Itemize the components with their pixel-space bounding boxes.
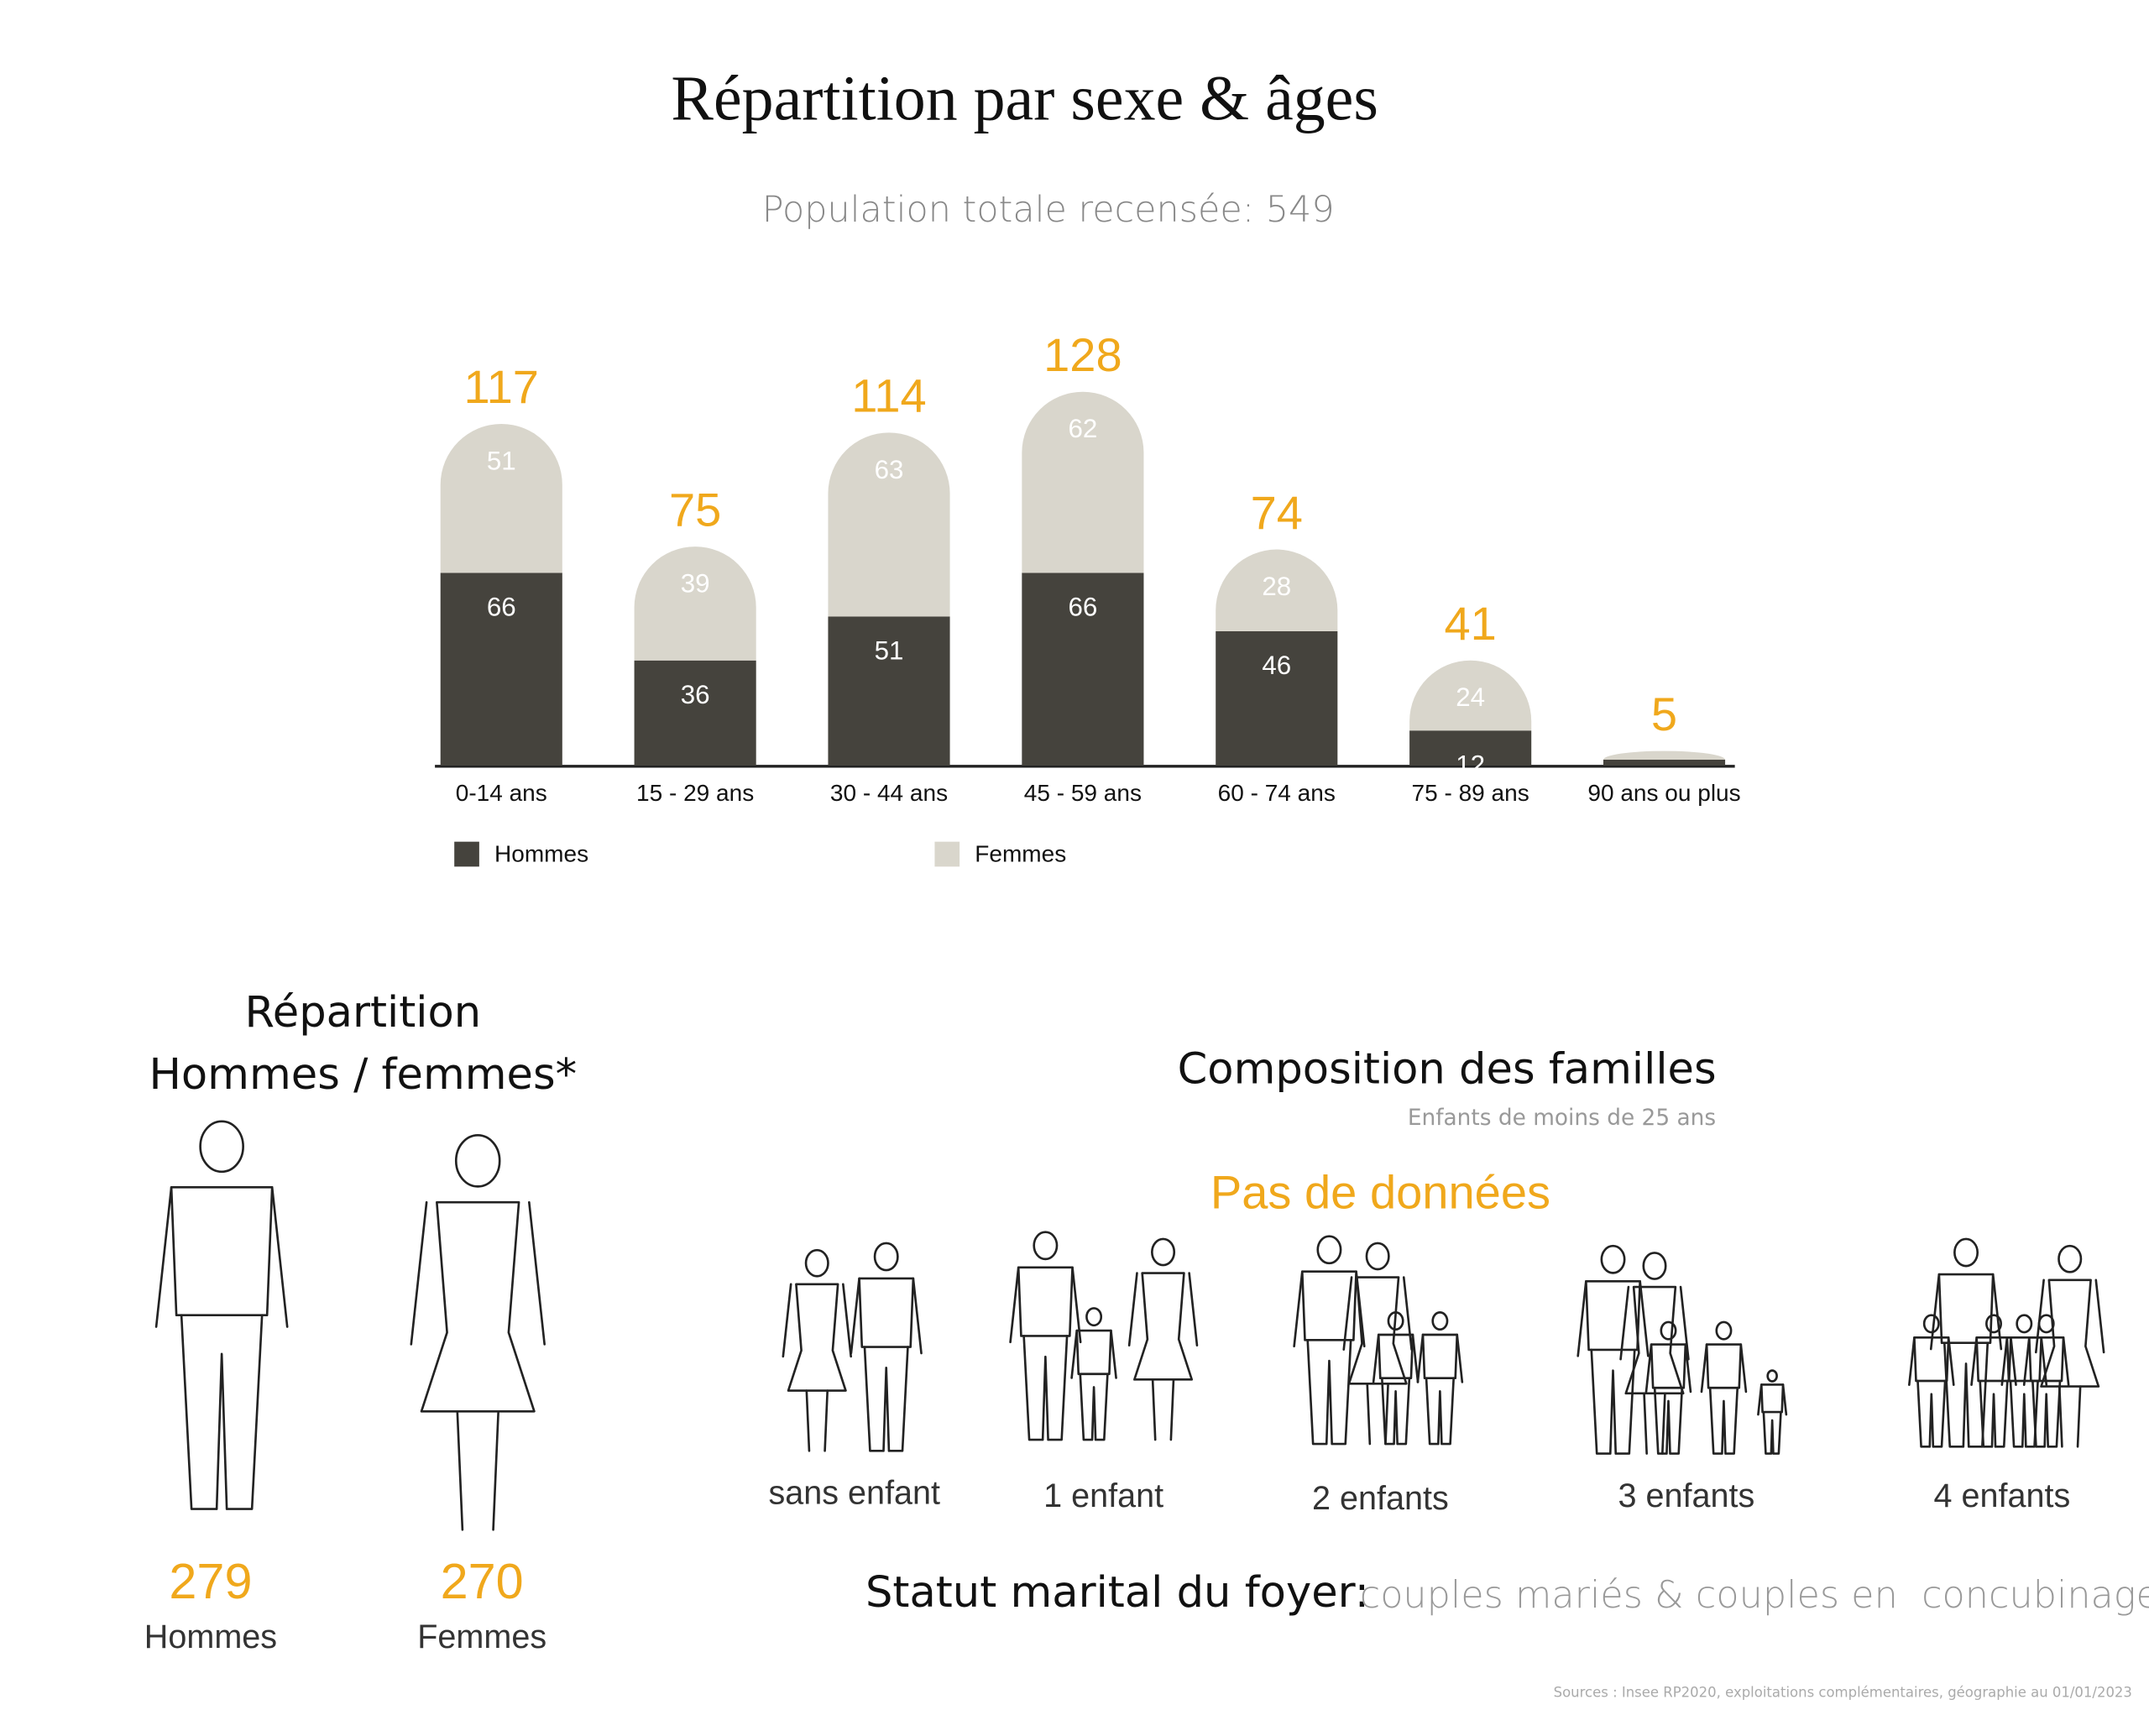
bar-segment (1022, 391, 1144, 573)
families-status: Pas de données (1210, 1166, 1550, 1219)
bar-segment (1409, 660, 1532, 731)
figure-icon (1929, 1237, 2003, 1448)
bar-segment (634, 546, 756, 661)
chart-subtitle: Population totale recensée: 549 (762, 189, 1335, 231)
data-label: 36 (681, 680, 710, 709)
family-category: 1 enfant (1043, 1477, 1163, 1514)
bar-segment (440, 423, 562, 573)
families-subtitle: Enfants de moins de 25 ans (1408, 1106, 1716, 1131)
bar-segment (1603, 750, 1726, 761)
figure-icon (1700, 1320, 1748, 1455)
bar-segment (828, 616, 950, 766)
data-label: 46 (1262, 651, 1291, 680)
x-tick-label: 90 ans ou plus (1587, 780, 1740, 806)
bar-segment (828, 432, 950, 617)
data-label: 24 (1456, 682, 1485, 712)
figure-icon (1416, 1311, 1464, 1446)
total-label: 128 (1043, 328, 1122, 381)
figure-icon (1293, 1235, 1366, 1446)
gender-title: Répartition (245, 988, 482, 1038)
figure-icon (850, 1242, 923, 1452)
marital-label: Statut marital du foyer: (865, 1568, 1369, 1618)
family-category: sans enfant (769, 1475, 941, 1512)
gender-value: 279 (169, 1553, 252, 1609)
chart-title: Répartition par sexe & âges (671, 64, 1378, 134)
legend-label: Hommes (494, 841, 588, 867)
gender-value: 270 (441, 1553, 524, 1609)
x-tick-label: 60 - 74 ans (1218, 780, 1336, 806)
figure-icon (1127, 1237, 1199, 1441)
data-label: 28 (1262, 572, 1291, 601)
gender-label: Femmes (417, 1618, 546, 1655)
bar-segment (1409, 730, 1532, 766)
figure-icon (1757, 1369, 1788, 1455)
x-tick-label: 0-14 ans (456, 780, 547, 806)
figure-icon (2022, 1314, 2070, 1448)
figure-icon (1070, 1307, 1117, 1441)
legend-swatch (454, 841, 479, 867)
figure-icon (1619, 1252, 1690, 1455)
figure-icon (1342, 1242, 1413, 1446)
total-label: 75 (669, 483, 721, 536)
figure-icon (1908, 1314, 1955, 1448)
bar-segment (1603, 760, 1726, 766)
x-tick-label: 45 - 59 ans (1024, 780, 1142, 806)
bar-segment (634, 660, 756, 766)
bar-segment (440, 573, 562, 766)
bar-segment (1022, 573, 1144, 766)
data-label: 12 (1456, 750, 1485, 779)
source: Sources : Insee RP2020, exploitations co… (1554, 1684, 2132, 1700)
figure-icon (1644, 1320, 1692, 1455)
total-label: 5 (1651, 688, 1677, 740)
x-tick-label: 15 - 29 ans (636, 780, 754, 806)
families-title: Composition des familles (1178, 1044, 1717, 1094)
total-label: 117 (464, 360, 539, 413)
family-category: 2 enfants (1312, 1480, 1449, 1517)
legend-swatch (934, 841, 960, 867)
total-label: 74 (1251, 486, 1303, 539)
figure-icon (410, 1133, 546, 1531)
data-label: 51 (487, 446, 516, 475)
data-label: 66 (1068, 593, 1097, 622)
gender-title: Hommes / femmes* (149, 1050, 577, 1100)
figure-icon (2034, 1244, 2105, 1448)
gender-label: Hommes (144, 1618, 277, 1655)
marital-value: couples mariés & couples en concubinage (1360, 1574, 2149, 1617)
bar-segment (1216, 630, 1338, 766)
data-label: 62 (1068, 414, 1097, 443)
bar-segment (1216, 549, 1338, 631)
figure-icon (1009, 1231, 1082, 1441)
x-tick-label: 30 - 44 ans (830, 780, 948, 806)
figure-icon (782, 1248, 852, 1452)
data-label: 66 (487, 593, 516, 622)
data-label: 39 (681, 569, 710, 599)
family-category: 3 enfants (1618, 1477, 1755, 1514)
data-label: 51 (875, 636, 904, 666)
family-category: 4 enfants (1934, 1477, 2071, 1514)
data-label: 63 (875, 455, 904, 484)
figure-icon (1576, 1244, 1650, 1455)
total-label: 41 (1444, 597, 1496, 650)
figure-icon (154, 1120, 289, 1510)
figure-icon (1372, 1311, 1420, 1446)
x-tick-label: 75 - 89 ans (1412, 780, 1529, 806)
total-label: 114 (851, 369, 926, 422)
legend-label: Femmes (975, 841, 1066, 867)
